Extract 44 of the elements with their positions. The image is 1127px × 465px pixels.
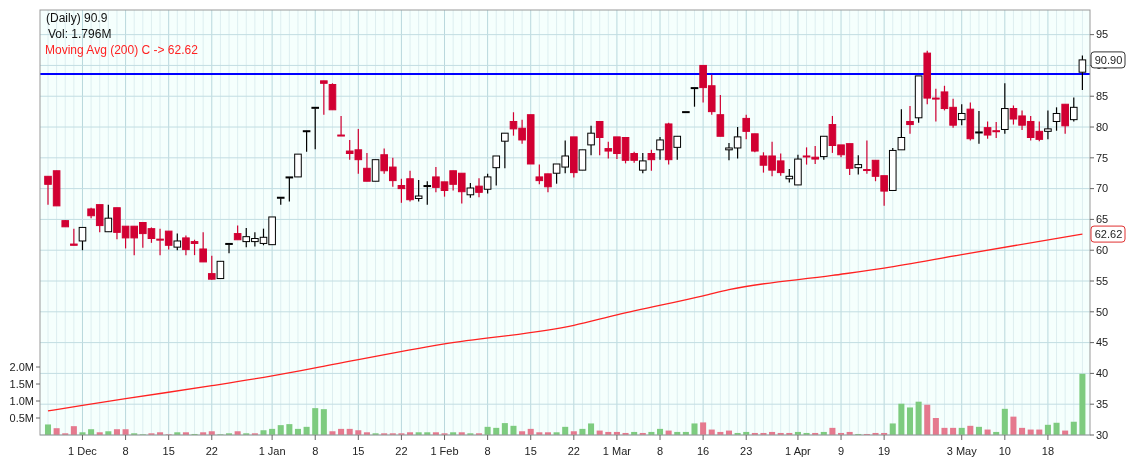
- x-tick-label: 8: [122, 445, 129, 457]
- text: Moving Avg (200) C -> 62.62: [45, 43, 199, 57]
- annotation: 62.62: [1094, 227, 1123, 240]
- x-tick-label: 23: [740, 445, 753, 457]
- x-tick-label: 16: [696, 445, 710, 457]
- y-tick-label: 80: [1096, 120, 1109, 133]
- x-tick-label: 19: [878, 445, 891, 457]
- x-tick-label: 22: [567, 445, 580, 457]
- x-tick-label: 8: [312, 445, 319, 457]
- x-tick-label: 22: [205, 445, 218, 457]
- x-tick-label: 8: [484, 445, 491, 457]
- y-tick-label: 60: [1096, 244, 1109, 257]
- y-tick-label: 85: [1096, 90, 1109, 103]
- x-tick-label: 1 Apr: [785, 445, 812, 457]
- y-tick-label: 35: [1096, 398, 1109, 411]
- y-tick-label: 40: [1096, 367, 1109, 380]
- y-tick-label: 95: [1096, 28, 1109, 41]
- x-tick-label: 15: [162, 445, 175, 457]
- y2-tick-label: 2.0M: [9, 360, 34, 373]
- annotation: Vol: 1.796M: [48, 27, 112, 41]
- y2-tick-label: 1.5M: [9, 377, 34, 390]
- y-tick-label: 30: [1096, 428, 1109, 441]
- x-tick-label: 1 Jan: [258, 445, 286, 457]
- x-tick-label: 22: [395, 445, 408, 457]
- annotation: 90.90: [1094, 53, 1123, 66]
- y-tick-label: 75: [1096, 151, 1109, 164]
- y2-tick-label: 1.0M: [9, 394, 34, 407]
- x-tick-label: 1 Feb: [430, 445, 459, 457]
- y-tick-label: 50: [1096, 305, 1109, 318]
- x-tick-label: 10: [998, 445, 1011, 457]
- x-tick-label: 1 Dec: [68, 445, 98, 457]
- x-tick-label: 18: [1041, 445, 1055, 457]
- y-tick-label: 55: [1096, 274, 1109, 287]
- x-tick-label: 15: [352, 445, 365, 457]
- y-tick-label: 65: [1096, 213, 1109, 226]
- y-tick-label: 70: [1096, 182, 1109, 195]
- x-tick-label: 3 May: [946, 445, 978, 457]
- chart-title: (Daily) 90.9: [46, 11, 108, 25]
- x-tick-label: 15: [524, 445, 537, 457]
- x-tick-label: 8: [656, 445, 664, 457]
- y2-tick-label: 0.5M: [9, 411, 34, 424]
- x-tick-label: 9: [837, 445, 845, 457]
- y-tick-label: 45: [1096, 336, 1109, 349]
- x-tick-label: 1 Mar: [602, 445, 632, 457]
